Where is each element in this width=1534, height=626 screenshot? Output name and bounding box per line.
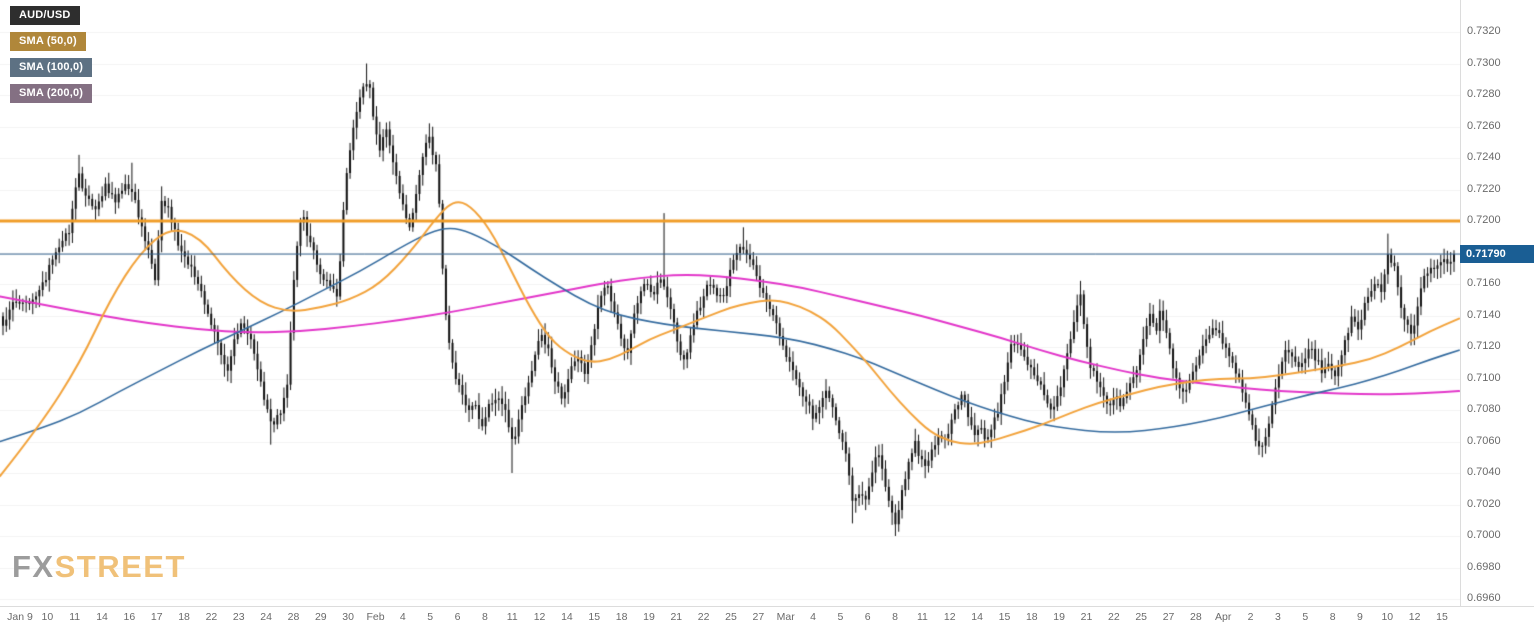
x-axis-label: 25: [725, 611, 737, 623]
price-chart-canvas[interactable]: [0, 0, 1460, 606]
x-axis-label: 25: [1135, 611, 1148, 623]
sma100-badge-label: SMA (100,0): [19, 61, 84, 73]
last-price-badge: 0.71790: [1460, 245, 1534, 264]
x-axis-label: 19: [1053, 611, 1065, 623]
sma100-badge[interactable]: SMA (100,0): [10, 58, 93, 77]
legend: AUD/USD SMA (50,0) SMA (100,0) SMA (200,…: [10, 6, 93, 103]
x-axis-label: 11: [916, 611, 928, 623]
x-axis-label: 14: [561, 611, 573, 623]
y-axis-label: 0.7240: [1467, 151, 1501, 163]
x-axis-label: 22: [205, 611, 218, 623]
y-axis-label: 0.7140: [1467, 308, 1501, 321]
x-axis-label: 10: [1381, 611, 1394, 623]
y-axis-label: 0.7060: [1467, 434, 1501, 447]
x-axis-label: 11: [69, 611, 81, 623]
x-axis-label: 8: [1329, 611, 1336, 623]
y-axis-label: 0.7040: [1467, 466, 1501, 478]
x-axis-label: 27: [752, 611, 765, 623]
x-axis-label: 5: [427, 611, 434, 623]
x-axis-label: 19: [643, 611, 655, 623]
x-axis-label: 28: [287, 611, 300, 623]
instrument-badge[interactable]: AUD/USD: [10, 6, 80, 25]
time-axis[interactable]: Jan 9 10 11 14 16 17 18 22 23 24 28 29 30 Feb 4 5 6 8 11 12…: [0, 606, 1534, 626]
x-axis-label: 21: [1080, 611, 1093, 623]
x-axis-label: 21: [670, 611, 683, 623]
y-axis-label: 0.7320: [1467, 25, 1501, 37]
x-axis-label: 12: [1408, 611, 1421, 623]
y-axis-label: 0.6960: [1467, 592, 1501, 604]
x-axis-label: Feb: [366, 611, 385, 623]
x-axis-label: 24: [260, 611, 272, 623]
x-axis-label: 14: [96, 611, 108, 623]
x-axis-label: 4: [810, 611, 816, 623]
fxstreet-logo: FXSTREET: [12, 549, 186, 585]
x-axis-label: 22: [1108, 611, 1120, 623]
x-axis-label: 5: [1302, 611, 1309, 623]
x-axis-label: 15: [588, 611, 601, 623]
x-axis-label: 5: [837, 611, 844, 623]
y-axis-label: 0.7160: [1467, 277, 1501, 289]
x-axis-label: 12: [533, 611, 546, 623]
x-axis-label: 23: [232, 611, 245, 623]
sma50-badge[interactable]: SMA (50,0): [10, 32, 86, 51]
x-axis-label: 30: [342, 611, 354, 623]
x-axis-label: 17: [150, 611, 163, 623]
price-axis[interactable]: 0.7320 0.7300 0.7280 0.7260 0.7240 0.7220 0.72…: [1460, 0, 1534, 606]
x-axis-label: 18: [615, 611, 628, 623]
y-axis-label: 0.6980: [1467, 560, 1501, 573]
y-axis-label: 0.7300: [1467, 56, 1501, 69]
y-axis-label: 0.7100: [1467, 371, 1501, 384]
y-axis-label: 0.7260: [1467, 119, 1501, 132]
logo-street: STREET: [54, 549, 186, 584]
y-axis-label: 0.7200: [1467, 214, 1501, 226]
x-axis-label: 10: [41, 611, 54, 623]
x-axis-label: 22: [697, 611, 710, 623]
x-axis-label: 18: [178, 611, 190, 623]
logo-fx: FX: [12, 549, 55, 584]
x-axis-label: 2: [1247, 611, 1254, 623]
x-axis-label: 15: [1436, 611, 1448, 623]
sma50-badge-label: SMA (50,0): [19, 35, 77, 47]
x-axis-label: 29: [314, 611, 327, 623]
y-axis-label: 0.7080: [1467, 403, 1501, 415]
x-axis-label: Mar: [776, 611, 795, 623]
x-axis-label: 6: [864, 611, 871, 623]
x-axis-label: 12: [943, 611, 956, 623]
y-axis-label: 0.7280: [1467, 88, 1501, 100]
sma200-badge-label: SMA (200,0): [19, 87, 84, 99]
x-axis-label: 9: [1357, 611, 1363, 623]
x-axis-label: 6: [454, 611, 461, 623]
x-axis-label: 15: [998, 611, 1011, 623]
x-axis-label: 4: [399, 611, 406, 623]
x-axis-label: 18: [1025, 611, 1038, 623]
x-axis-label: 3: [1275, 611, 1281, 623]
x-axis-label: 28: [1190, 611, 1202, 623]
x-axis-label: 8: [892, 611, 898, 623]
sma200-badge[interactable]: SMA (200,0): [10, 84, 93, 103]
x-axis-label: 14: [971, 611, 983, 623]
x-axis-label: 27: [1162, 611, 1175, 623]
y-axis-label: 0.7000: [1467, 529, 1501, 541]
y-axis-label: 0.7020: [1467, 497, 1501, 510]
x-axis-label: 16: [123, 611, 136, 623]
x-axis-label: 8: [481, 611, 488, 623]
x-axis-label: 11: [506, 611, 518, 623]
x-axis-label: Apr: [1215, 611, 1232, 623]
x-axis-label: Jan 9: [7, 611, 33, 623]
y-axis-label: 0.7120: [1467, 340, 1501, 352]
y-axis-label: 0.7220: [1467, 182, 1501, 195]
instrument-badge-label: AUD/USD: [19, 9, 71, 21]
